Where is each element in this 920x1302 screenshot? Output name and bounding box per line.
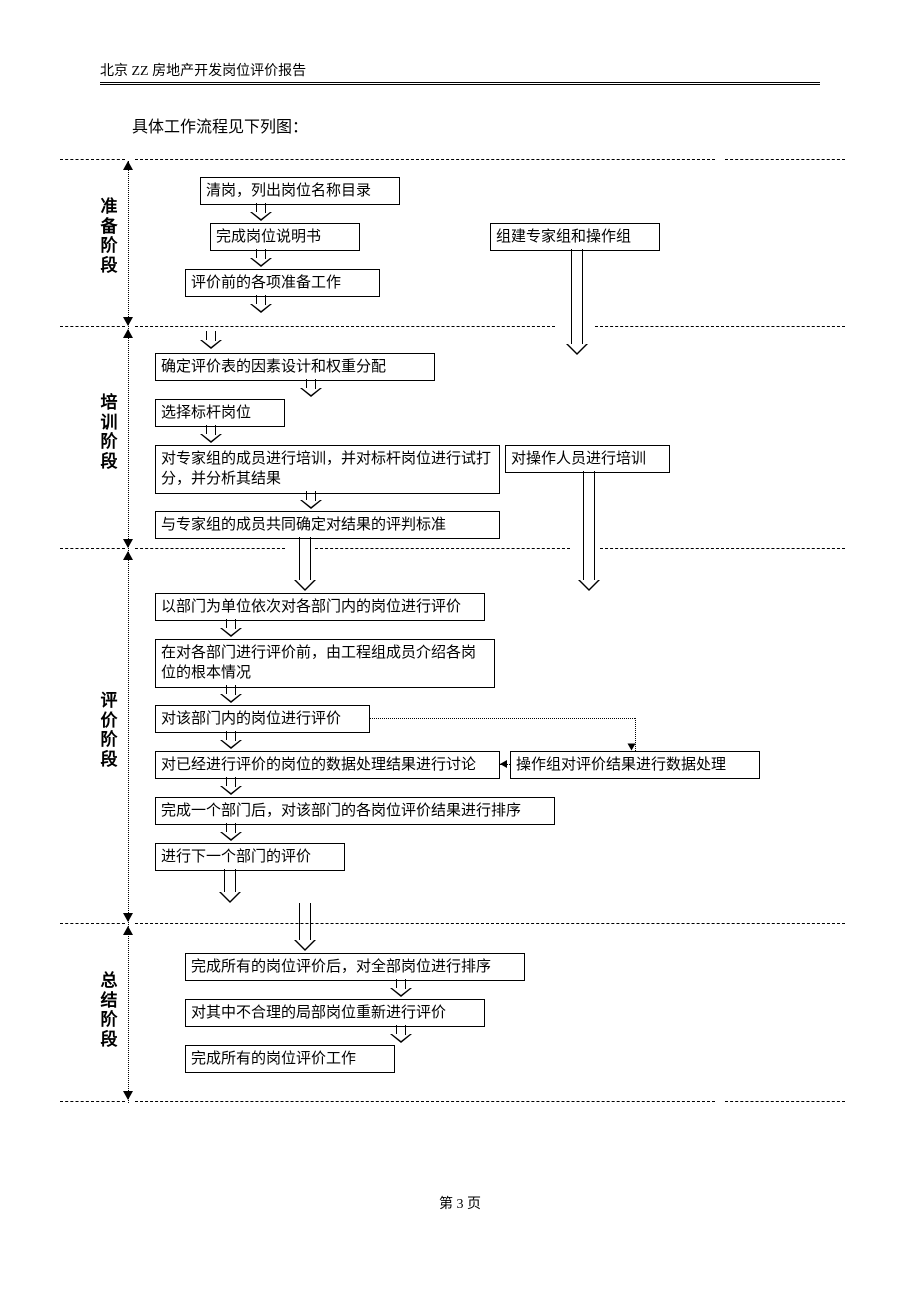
box-text: 对已经进行评价的岗位的数据处理结果进行讨论 <box>161 757 476 773</box>
box-next-dept: 进行下一个部门的评价 <box>155 843 345 871</box>
axis-arrow-up-icon <box>123 161 133 170</box>
phase-divider <box>60 548 125 549</box>
box-text: 以部门为单位依次对各部门内的岗位进行评价 <box>161 599 461 615</box>
connector-arrow-icon <box>220 777 242 797</box>
box-text: 完成所有的岗位评价工作 <box>191 1051 356 1067</box>
box-operator-train: 对操作人员进行培训 <box>505 445 670 473</box>
axis-arrow-down-icon <box>123 539 133 548</box>
open-arrow-icon <box>294 537 316 591</box>
phase-divider <box>135 548 285 549</box>
phase-label-train: 培训阶段 <box>98 393 120 471</box>
box-rank-dept: 完成一个部门后，对该部门的各岗位评价结果进行排序 <box>155 797 555 825</box>
connector-arrow-icon <box>300 379 322 399</box>
open-arrow-icon <box>566 249 588 355</box>
phase-label-eval: 评价阶段 <box>98 691 120 769</box>
box-text: 完成一个部门后，对该部门的各岗位评价结果进行排序 <box>161 803 521 819</box>
box-text: 组建专家组和操作组 <box>496 229 631 245</box>
connector-arrow-icon <box>250 249 272 269</box>
frame-dash <box>135 159 715 160</box>
connector-arrow-icon <box>300 491 322 511</box>
box-build-team: 组建专家组和操作组 <box>490 223 660 251</box>
box-intro-posts: 在对各部门进行评价前，由工程组成员介绍各岗位的根本情况 <box>155 639 495 688</box>
running-header: 北京 ZZ 房地产开发岗位评价报告 <box>100 60 820 80</box>
box-text: 对操作人员进行培训 <box>511 451 646 467</box>
connector-arrow-icon <box>200 425 222 445</box>
dotted-arrow-icon <box>628 744 636 751</box>
frame-dash <box>725 159 845 160</box>
axis-arrow-down-icon <box>123 913 133 922</box>
box-judge-std: 与专家组的成员共同确定对结果的评判标准 <box>155 511 500 539</box>
box-job-spec: 完成岗位说明书 <box>210 223 360 251</box>
frame-dash <box>725 1101 845 1102</box>
box-factor-weight: 确定评价表的因素设计和权重分配 <box>155 353 435 381</box>
box-text: 选择标杆岗位 <box>161 405 251 421</box>
box-prep-work: 评价前的各项准备工作 <box>185 269 380 297</box>
box-finish: 完成所有的岗位评价工作 <box>185 1045 395 1073</box>
phase-divider <box>595 326 845 327</box>
axis-arrow-up-icon <box>123 926 133 935</box>
phase-divider <box>600 548 845 549</box>
box-eval-dept: 对该部门内的岗位进行评价 <box>155 705 370 733</box>
connector-arrow-icon <box>220 685 242 705</box>
connector-arrow-icon <box>220 823 242 843</box>
flow-diagram: 准备阶段 清岗，列出岗位名称目录 完成岗位说明书 评价前的各项准备工作 组建专家… <box>100 153 820 1113</box>
frame-dash <box>135 1101 715 1102</box>
box-discuss: 对已经进行评价的岗位的数据处理结果进行讨论 <box>155 751 500 779</box>
box-text: 对该部门内的岗位进行评价 <box>161 711 341 727</box>
box-text: 操作组对评价结果进行数据处理 <box>516 757 726 773</box>
box-rank-all: 完成所有的岗位评价后，对全部岗位进行排序 <box>185 953 525 981</box>
phase-divider <box>60 326 125 327</box>
connector-arrow-icon <box>220 731 242 751</box>
box-clear-posts: 清岗，列出岗位名称目录 <box>200 177 400 205</box>
box-reval: 对其中不合理的局部岗位重新进行评价 <box>185 999 485 1027</box>
axis-arrow-down-icon <box>123 317 133 326</box>
box-expert-train: 对专家组的成员进行培训，并对标杆岗位进行试打分，并分析其结果 <box>155 445 500 494</box>
open-arrow-icon <box>294 903 316 951</box>
header-rule <box>100 82 820 85</box>
axis-arrow-up-icon <box>123 551 133 560</box>
box-text: 清岗，列出岗位名称目录 <box>206 183 371 199</box>
box-text: 完成岗位说明书 <box>216 229 321 245</box>
phase-divider <box>60 923 125 924</box>
open-arrow-icon <box>219 869 241 903</box>
phase-divider <box>135 923 845 924</box>
frame-dash <box>60 159 125 160</box>
connector-arrow-icon <box>220 619 242 639</box>
page: 北京 ZZ 房地产开发岗位评价报告 具体工作流程见下列图： 准备阶段 清岗，列出… <box>0 0 920 1253</box>
box-text: 与专家组的成员共同确定对结果的评判标准 <box>161 517 446 533</box>
box-text: 在对各部门进行评价前，由工程组成员介绍各岗位的根本情况 <box>161 645 476 681</box>
frame-dash <box>60 1101 125 1102</box>
axis-arrow-down-icon <box>123 1091 133 1100</box>
box-data-proc: 操作组对评价结果进行数据处理 <box>510 751 760 779</box>
connector-arrow-icon <box>390 1025 412 1045</box>
box-eval-by-dept: 以部门为单位依次对各部门内的岗位进行评价 <box>155 593 485 621</box>
phase-label-prep: 准备阶段 <box>98 197 120 275</box>
page-footer: 第 3 页 <box>100 1193 820 1213</box>
box-text: 完成所有的岗位评价后，对全部岗位进行排序 <box>191 959 491 975</box>
open-arrow-icon <box>578 471 600 591</box>
box-text: 进行下一个部门的评价 <box>161 849 311 865</box>
box-text: 对其中不合理的局部岗位重新进行评价 <box>191 1005 446 1021</box>
box-text: 对专家组的成员进行培训，并对标杆岗位进行试打分，并分析其结果 <box>161 451 491 487</box>
phase-axis <box>128 161 129 1103</box>
axis-arrow-up-icon <box>123 329 133 338</box>
box-benchmark: 选择标杆岗位 <box>155 399 285 427</box>
phase-divider <box>135 326 555 327</box>
phase-divider <box>315 548 570 549</box>
box-text: 确定评价表的因素设计和权重分配 <box>161 359 386 375</box>
phase-label-concl: 总结阶段 <box>98 971 120 1049</box>
box-text: 评价前的各项准备工作 <box>191 275 341 291</box>
connector-arrow-icon <box>250 203 272 223</box>
connector-arrow-icon <box>390 979 412 999</box>
intro-text: 具体工作流程见下列图： <box>100 113 820 137</box>
connector-arrow-icon <box>200 331 222 351</box>
dotted-arrow-icon <box>500 760 507 768</box>
connector-arrow-icon <box>250 295 272 315</box>
dotted-connector <box>370 718 635 719</box>
